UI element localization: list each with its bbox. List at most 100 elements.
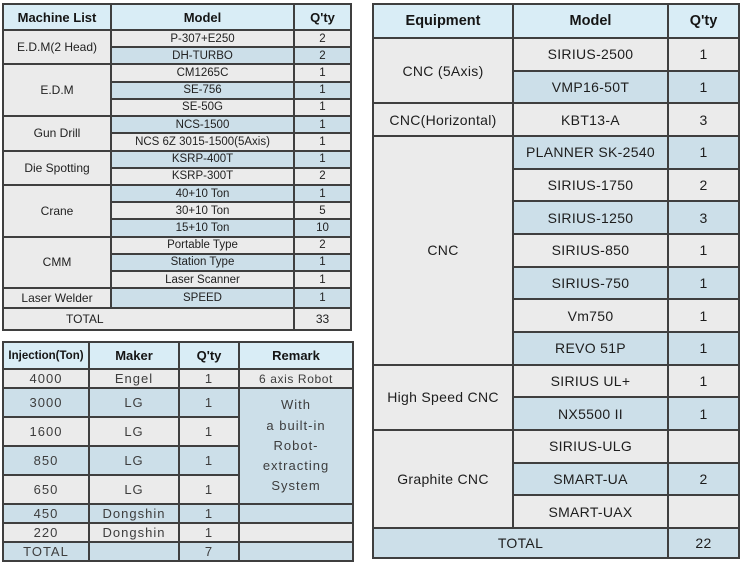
machine-total-row: TOTAL 33 bbox=[2, 307, 352, 331]
machine-qty-cell: 2 bbox=[293, 28, 352, 49]
injection-maker-cell: Dongshin bbox=[88, 502, 180, 524]
machine-qty-cell: 2 bbox=[293, 166, 352, 186]
equipment-qty-cell: 1 bbox=[667, 298, 740, 333]
table-row: 1600 LG 1 bbox=[2, 415, 353, 447]
table-row: NCS 6Z 3015-1500(5Axis) 1 bbox=[3, 132, 352, 152]
machine-model-cell: 15+10 Ton bbox=[110, 218, 295, 238]
machine-qty-cell: 2 bbox=[293, 235, 352, 255]
table-row: SMART-UA 2 bbox=[373, 461, 740, 497]
equipment-model-cell: NX5500 II bbox=[512, 396, 669, 431]
table-row: NX5500 II 1 bbox=[373, 396, 740, 431]
table-row: CNC(Horizontal) KBT13-A 3 bbox=[372, 102, 740, 137]
injection-header-maker: Maker bbox=[88, 341, 180, 370]
machine-model-cell: Laser Scanner bbox=[110, 270, 295, 290]
equipment-model-cell: PLANNER SK-2540 bbox=[512, 134, 669, 170]
equipment-qty-cell: 3 bbox=[667, 200, 740, 235]
injection-total-maker bbox=[88, 540, 180, 563]
injection-remark-cell bbox=[238, 502, 354, 524]
equipment-qty-cell: 1 bbox=[667, 69, 740, 105]
table-row: SIRIUS-1250 3 bbox=[373, 200, 740, 235]
equipment-category-cnc: CNC bbox=[372, 134, 514, 366]
machine-qty-cell: 1 bbox=[293, 63, 352, 83]
equipment-model-cell: SIRIUS-750 bbox=[512, 265, 669, 301]
equipment-model-cell: SIRIUS-850 bbox=[512, 232, 669, 268]
equipment-model-cell: SIRIUS-ULG bbox=[512, 428, 669, 464]
equipment-category-cnc-5axis: CNC (5Axis) bbox=[372, 36, 514, 105]
table-row: DH-TURBO 2 bbox=[3, 46, 352, 66]
equipment-total-label: TOTAL bbox=[372, 527, 669, 559]
equipment-qty-cell: 1 bbox=[667, 363, 740, 399]
table-row: Vm750 1 bbox=[373, 298, 740, 333]
injection-qty-cell: 1 bbox=[178, 473, 240, 505]
machine-model-cell: Portable Type bbox=[110, 235, 295, 255]
machine-qty-cell: 1 bbox=[293, 287, 352, 309]
injection-header-qty: Q'ty bbox=[178, 341, 240, 370]
machine-model-cell: Station Type bbox=[110, 252, 295, 273]
machine-qty-cell: 5 bbox=[293, 201, 352, 221]
equipment-header-model: Model bbox=[512, 3, 669, 39]
equipment-header-qty: Q'ty bbox=[667, 3, 740, 39]
equipment-total-qty: 22 bbox=[667, 527, 740, 559]
machine-model-cell: 30+10 Ton bbox=[110, 201, 295, 221]
equipment-qty-cell bbox=[667, 494, 740, 529]
table-row: SIRIUS-750 1 bbox=[373, 265, 740, 301]
table-row: SMART-UAX bbox=[373, 494, 740, 529]
table-row: 4000 Engel 1 6 axis Robot bbox=[2, 367, 354, 390]
machine-qty-cell: 1 bbox=[293, 252, 352, 273]
injection-header-remark: Remark bbox=[238, 341, 354, 370]
equipment-qty-cell: 1 bbox=[667, 265, 740, 301]
equipment-qty-cell: 1 bbox=[667, 232, 740, 268]
machine-category-edm: E.D.M bbox=[2, 63, 112, 118]
equipment-model-cell: SIRIUS UL+ bbox=[512, 363, 669, 399]
machine-qty-cell: 1 bbox=[293, 115, 352, 135]
injection-qty-cell: 1 bbox=[178, 444, 240, 476]
machine-qty-cell: 1 bbox=[293, 97, 352, 118]
machine-model-cell: SE-756 bbox=[110, 80, 295, 100]
equipment-model-cell: SMART-UAX bbox=[512, 494, 669, 529]
table-row: Station Type 1 bbox=[3, 252, 352, 273]
injection-qty-cell: 1 bbox=[178, 367, 240, 390]
injection-ton-cell: 220 bbox=[2, 521, 90, 543]
equipment-model-cell: Vm750 bbox=[512, 298, 669, 333]
machine-qty-cell: 1 bbox=[293, 149, 352, 169]
equipment-qty-cell: 1 bbox=[667, 396, 740, 431]
machine-qty-cell: 10 bbox=[293, 218, 352, 238]
machine-header-machine-list: Machine List bbox=[2, 3, 112, 31]
machine-category-laser-welder: Laser Welder bbox=[2, 287, 112, 309]
injection-ton-cell: 3000 bbox=[2, 387, 90, 418]
machine-header-qty: Q'ty bbox=[293, 3, 352, 31]
injection-total-qty: 7 bbox=[178, 540, 240, 563]
table-row: Graphite CNC SIRIUS-ULG bbox=[372, 428, 740, 530]
injection-header-ton: Injection(Ton) bbox=[2, 341, 90, 370]
machine-category-gun-drill: Gun Drill bbox=[2, 115, 112, 152]
equipment-qty-cell: 1 bbox=[667, 330, 740, 366]
table-row: KSRP-300T 2 bbox=[3, 166, 352, 186]
injection-maker-cell: LG bbox=[88, 444, 180, 476]
table-row: SIRIUS-1750 2 bbox=[373, 167, 740, 203]
injection-ton-cell: 650 bbox=[2, 473, 90, 505]
machine-header-row: Machine List Model Q'ty bbox=[2, 3, 352, 31]
equipment-model-cell: SIRIUS-1250 bbox=[512, 200, 669, 235]
machine-category-die-spotting: Die Spotting bbox=[2, 149, 112, 186]
equipment-qty-cell bbox=[667, 428, 740, 464]
injection-ton-cell: 450 bbox=[2, 502, 90, 524]
equipment-model-cell: SIRIUS-1750 bbox=[512, 167, 669, 203]
injection-remark-cell bbox=[238, 521, 354, 543]
equipment-qty-cell: 1 bbox=[667, 134, 740, 170]
injection-remark-merged: With a built-in Robot- extracting System bbox=[238, 387, 354, 505]
table-row: Gun Drill NCS-1500 1 bbox=[2, 115, 352, 152]
machine-category-crane: Crane bbox=[2, 183, 112, 238]
injection-ton-cell: 850 bbox=[2, 444, 90, 476]
injection-table: Injection(Ton) Maker Q'ty Remark 4000 En… bbox=[2, 341, 354, 563]
table-row: 220 Dongshin 1 bbox=[2, 521, 354, 543]
table-row: CNC PLANNER SK-2540 1 bbox=[372, 134, 740, 366]
injection-total-remark bbox=[238, 540, 354, 563]
injection-ton-cell: 1600 bbox=[2, 415, 90, 447]
machine-total-label: TOTAL bbox=[2, 307, 295, 331]
equipment-model-cell: SIRIUS-2500 bbox=[512, 37, 669, 72]
machine-model-cell: SPEED bbox=[110, 287, 295, 309]
table-row: E.D.M CM1265C 1 bbox=[2, 63, 352, 118]
table-row: Die Spotting KSRP-400T 1 bbox=[2, 149, 352, 186]
table-row: 450 Dongshin 1 bbox=[2, 502, 354, 524]
table-row: 850 LG 1 bbox=[2, 444, 353, 476]
